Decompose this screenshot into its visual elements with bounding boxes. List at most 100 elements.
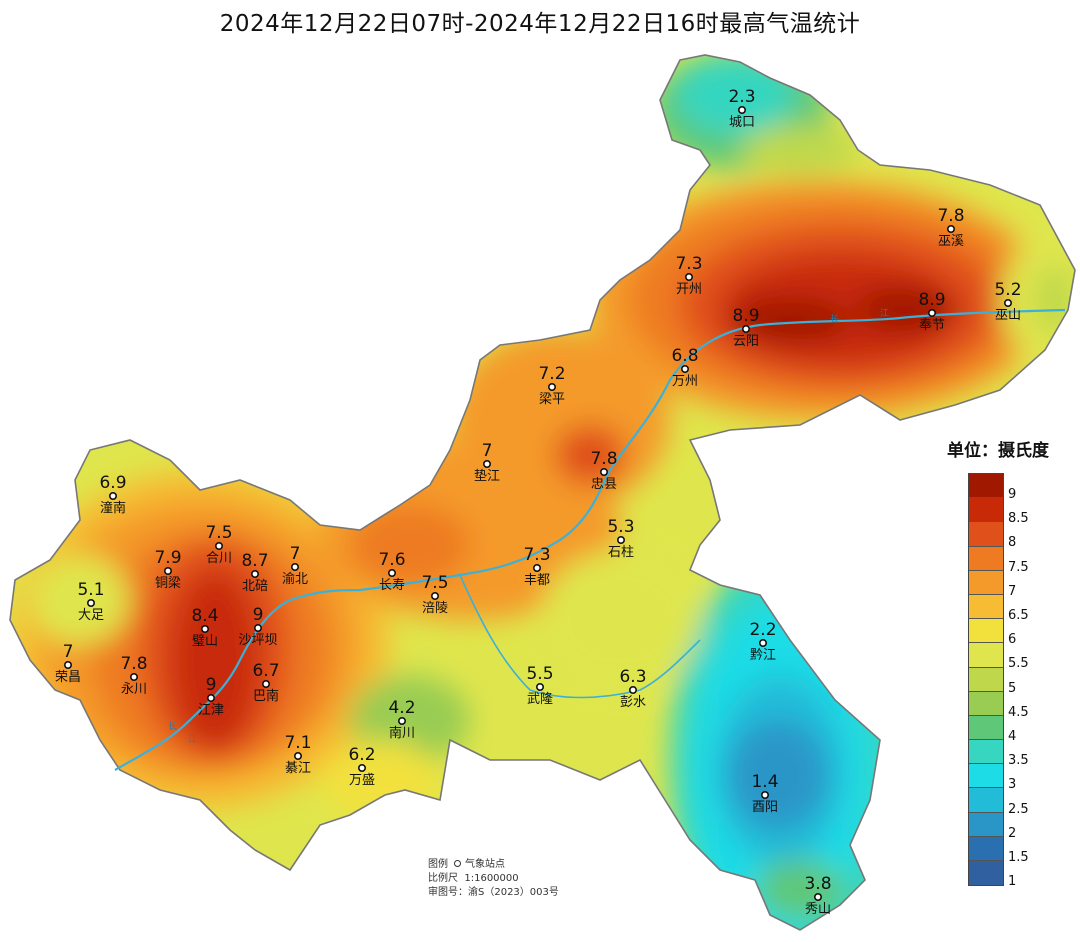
station-value: 7.8 xyxy=(120,654,147,674)
station-10: 5.3 石柱 xyxy=(607,517,634,560)
station-13: 8.7 北碚 xyxy=(241,551,268,594)
station-dot-icon xyxy=(680,364,689,373)
legend-swatch xyxy=(969,643,1003,668)
station-value: 7.9 xyxy=(154,548,181,568)
station-name: 长寿 xyxy=(379,578,405,593)
station-name: 荣昌 xyxy=(55,670,81,685)
station-value: 5.5 xyxy=(526,664,553,684)
legend-swatch xyxy=(969,546,1003,571)
station-0: 2.3 城口 xyxy=(728,87,755,130)
station-dot-icon xyxy=(482,459,491,468)
legend-label: 1.5 xyxy=(1008,850,1029,865)
station-dot-icon xyxy=(215,541,224,550)
region-boundary xyxy=(9,54,1076,931)
station-dot-icon xyxy=(532,563,541,572)
map-title: 2024年12月22日07时-2024年12月22日16时最高气温统计 xyxy=(219,11,861,37)
map-notes: 图例 气象站点 比例尺 1:1600000 审图号：渝S（2023）003号 xyxy=(428,858,559,900)
color-legend xyxy=(968,473,1004,887)
station-dot-icon xyxy=(535,682,544,691)
station-dot-icon xyxy=(1003,298,1012,307)
station-name: 武隆 xyxy=(527,692,553,707)
station-value: 8.9 xyxy=(732,306,759,326)
legend-swatch xyxy=(969,764,1003,789)
station-name: 涪陵 xyxy=(422,601,448,616)
station-31: 6.2 万盛 xyxy=(348,745,375,788)
station-name: 开州 xyxy=(676,282,702,297)
station-name: 垫江 xyxy=(474,468,500,484)
river-label: 江 xyxy=(188,734,197,745)
station-dot-icon xyxy=(290,562,299,571)
station-name: 沙坪坝 xyxy=(238,633,277,648)
station-dot-icon xyxy=(261,679,270,688)
station-dot-icon xyxy=(547,382,556,391)
unit-label: 单位：摄氏度 xyxy=(947,441,1049,461)
station-dot-icon xyxy=(454,860,461,867)
station-value: 2.2 xyxy=(749,620,776,640)
legend-label: 8.5 xyxy=(1008,511,1029,527)
legend-swatch xyxy=(969,691,1003,716)
station-name: 彭水 xyxy=(620,695,646,710)
station-16: 7.6 长寿 xyxy=(378,550,405,593)
station-dot-icon xyxy=(599,467,608,476)
station-32: 1.4 酉阳 xyxy=(751,772,778,815)
station-dot-icon xyxy=(760,790,769,799)
station-3: 8.9 云阳 xyxy=(732,306,759,349)
station-value: 6.3 xyxy=(619,667,646,687)
station-dot-icon xyxy=(164,566,173,575)
station-name: 璧山 xyxy=(192,633,218,649)
legend-label: 2 xyxy=(1008,825,1017,841)
station-dot-icon xyxy=(813,892,822,901)
station-29: 4.2 南川 xyxy=(388,698,415,741)
legend-swatch xyxy=(969,619,1003,644)
station-name: 城口 xyxy=(729,115,755,130)
wu-river xyxy=(459,574,701,699)
station-28: 6.3 彭水 xyxy=(619,667,646,710)
legend-label: 7.5 xyxy=(1008,559,1029,575)
station-name: 黔江 xyxy=(750,648,776,663)
river-label: 长 xyxy=(168,720,177,732)
station-name: 永川 xyxy=(121,682,147,697)
station-19: 5.1 大足 xyxy=(77,580,104,623)
station-12: 7.5 合川 xyxy=(205,523,232,566)
station-value: 6.8 xyxy=(671,346,698,366)
station-11: 6.9 潼南 xyxy=(99,473,126,516)
station-dot-icon xyxy=(87,598,96,607)
river-label: 江 xyxy=(880,308,889,319)
station-dot-icon xyxy=(397,716,406,725)
station-25: 9 江津 xyxy=(198,675,224,718)
station-value: 1.4 xyxy=(751,772,778,792)
station-name: 渝北 xyxy=(282,571,308,587)
station-1: 7.8 巫溪 xyxy=(937,206,964,249)
station-dot-icon xyxy=(628,685,637,694)
station-dot-icon xyxy=(684,272,693,281)
legend-note: 图例 气象站点 xyxy=(428,859,505,870)
legend-label: 2.5 xyxy=(1008,801,1029,817)
station-value: 7.3 xyxy=(675,254,702,274)
station-15: 7 渝北 xyxy=(282,544,308,587)
station-value: 7.5 xyxy=(205,523,232,543)
station-value: 7.3 xyxy=(523,545,550,565)
river-label: 长 xyxy=(830,313,839,325)
legend-swatch xyxy=(969,715,1003,741)
station-dot-icon xyxy=(430,591,439,600)
yangtze-river xyxy=(114,308,1066,771)
station-name: 万盛 xyxy=(349,773,375,788)
station-name: 巫山 xyxy=(995,308,1021,323)
station-name: 秀山 xyxy=(805,902,831,917)
legend-label: 3 xyxy=(1008,777,1017,793)
temperature-field xyxy=(10,55,1075,930)
station-dot-icon xyxy=(946,225,955,234)
station-18: 7.3 丰都 xyxy=(523,545,550,588)
station-name: 綦江 xyxy=(285,761,311,776)
legend-label: 9 xyxy=(1008,487,1017,502)
legend-label: 6.5 xyxy=(1008,608,1029,623)
station-27: 5.5 武隆 xyxy=(526,664,553,707)
station-20: 8.4 璧山 xyxy=(191,606,218,649)
station-name: 铜梁 xyxy=(155,576,181,591)
station-dot-icon xyxy=(387,568,396,577)
station-value: 8.4 xyxy=(191,606,218,626)
station-value: 7 xyxy=(290,544,301,564)
legend-swatch xyxy=(969,812,1003,837)
station-value: 7.2 xyxy=(538,364,565,384)
